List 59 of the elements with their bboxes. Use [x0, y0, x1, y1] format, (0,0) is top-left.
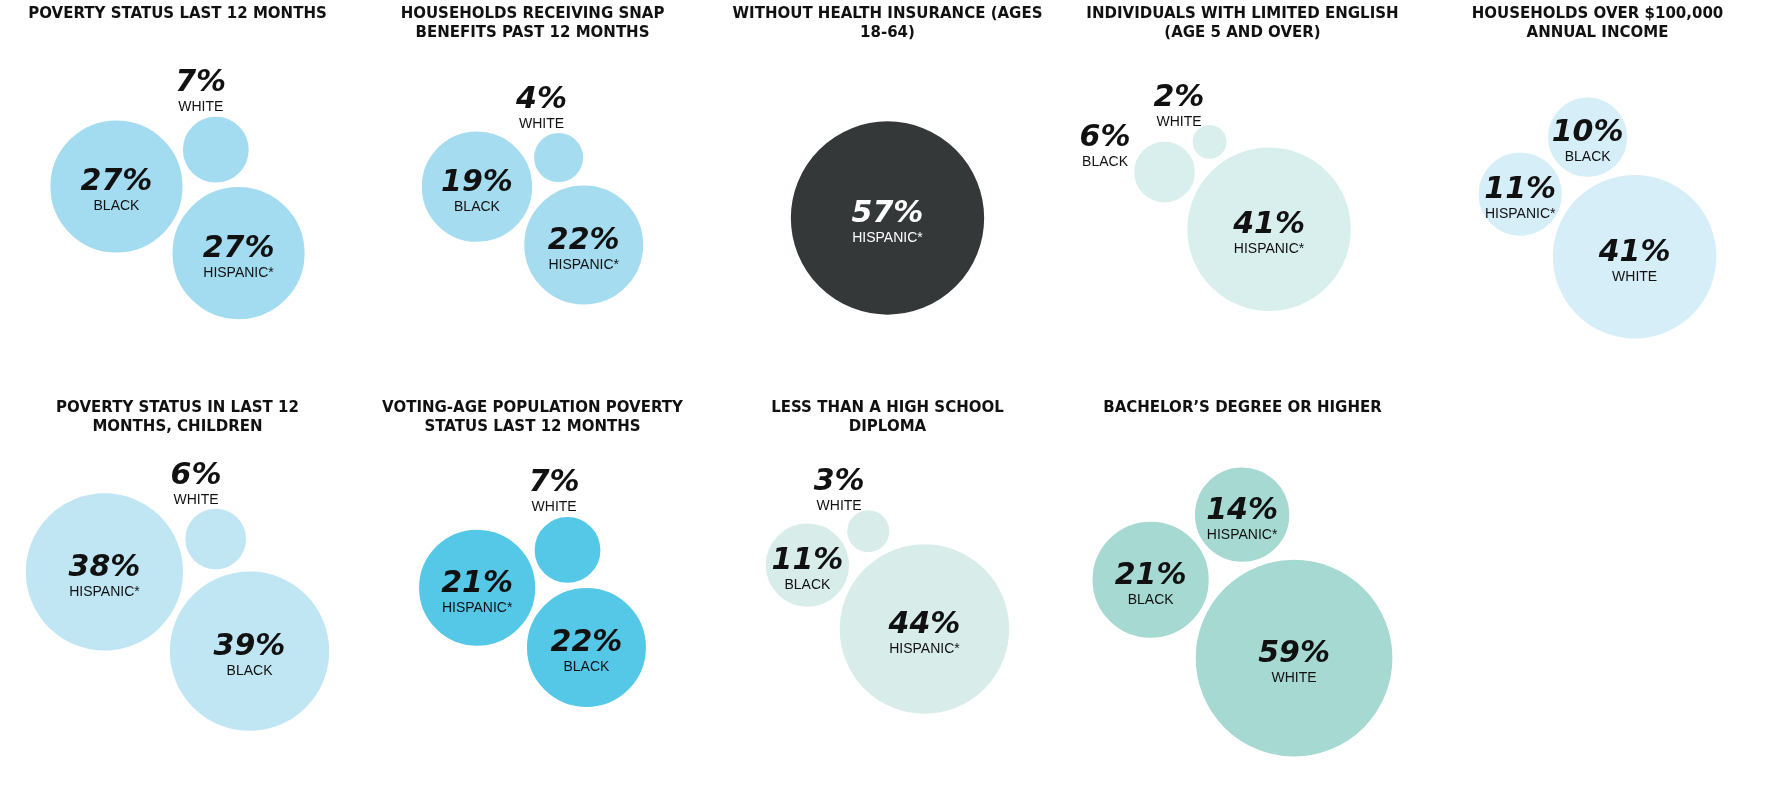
category-label: BLACK: [1082, 153, 1129, 170]
text: INDIVIDUALS WITH LIMITED ENGLISH (AGE 5 AND OVER): [1085, 3, 1400, 43]
category-label: HISPANIC*: [203, 264, 275, 281]
category-label: HISPANIC*: [69, 582, 141, 599]
data-label: 7%: [528, 462, 580, 498]
data-label: 22%: [550, 623, 623, 659]
category-label: BLACK: [784, 576, 832, 593]
category-label: BLACK: [454, 197, 501, 214]
data-label: 19%: [441, 162, 513, 198]
text: POVERTY STATUS IN LAST 12 MONTHS, CHILDREN: [55, 397, 300, 437]
category-label: HISPANIC*: [1206, 525, 1278, 542]
text: WITHOUT HEALTH INSURANCE (AGES 18-64): [731, 3, 1044, 43]
category-label: WHITE: [1612, 267, 1658, 284]
category-label: WHITE: [531, 497, 577, 514]
data-label: 39%: [213, 627, 286, 663]
category-label: HISPANIC*: [852, 229, 924, 245]
data-label: 6%: [170, 455, 222, 491]
text: HOUSEHOLDS RECEIVING SNAP BENEFITS PAST 12 MONTHS: [399, 3, 666, 43]
data-label: 21%: [441, 563, 514, 599]
category-label: WHITE: [178, 97, 224, 114]
category-label: WHITE: [816, 496, 862, 513]
data-label: 59%: [1258, 634, 1330, 670]
category-label: WHITE: [1156, 112, 1202, 129]
data-label: 3%: [813, 461, 865, 497]
category-label: BLACK: [1127, 590, 1175, 607]
data-label: 27%: [80, 162, 153, 198]
data-label: 10%: [1551, 113, 1624, 149]
data-label: 57%: [851, 194, 924, 229]
text: HOUSEHOLDS OVER $100,000 ANNUAL INCOME: [1470, 3, 1725, 43]
text: VOTING-AGE POPULATION POVERTY STATUS LAST 12 MONTHS: [381, 397, 684, 437]
data-label: 6%: [1079, 118, 1131, 154]
category-label: HISPANIC*: [1233, 240, 1305, 257]
category-label: BLACK: [93, 197, 141, 214]
text: LESS THAN A HIGH SCHOOL DIPLOMA: [770, 397, 1005, 437]
data-label: 4%: [515, 79, 567, 115]
category-label: HISPANIC*: [548, 256, 620, 272]
category-label: BLACK: [563, 658, 611, 675]
category-label: HISPANIC*: [889, 640, 961, 657]
data-label: 41%: [1597, 232, 1671, 268]
category-label: HISPANIC*: [1484, 205, 1557, 222]
category-label: BLACK: [226, 662, 274, 679]
text: POVERTY STATUS LAST 12 MONTHS: [27, 3, 328, 24]
data-label: 11%: [771, 541, 844, 577]
category-label: WHITE: [518, 114, 565, 131]
data-label: 21%: [1114, 555, 1187, 591]
data-label: 11%: [1484, 170, 1557, 206]
category-label: WHITE: [1271, 669, 1317, 686]
data-label: 27%: [202, 229, 275, 265]
data-label: 2%: [1153, 77, 1205, 113]
data-label: 7%: [175, 62, 227, 98]
category-label: HISPANIC*: [441, 598, 513, 615]
text: BACHELOR’S DEGREE OR HIGHER: [1102, 397, 1383, 418]
data-label: 44%: [887, 605, 961, 641]
category-label: BLACK: [1564, 148, 1612, 165]
data-label: 41%: [1232, 205, 1305, 241]
data-label: 38%: [68, 547, 141, 583]
category-label: WHITE: [173, 490, 219, 507]
data-label: 22%: [547, 221, 620, 256]
data-label: 14%: [1206, 490, 1279, 526]
